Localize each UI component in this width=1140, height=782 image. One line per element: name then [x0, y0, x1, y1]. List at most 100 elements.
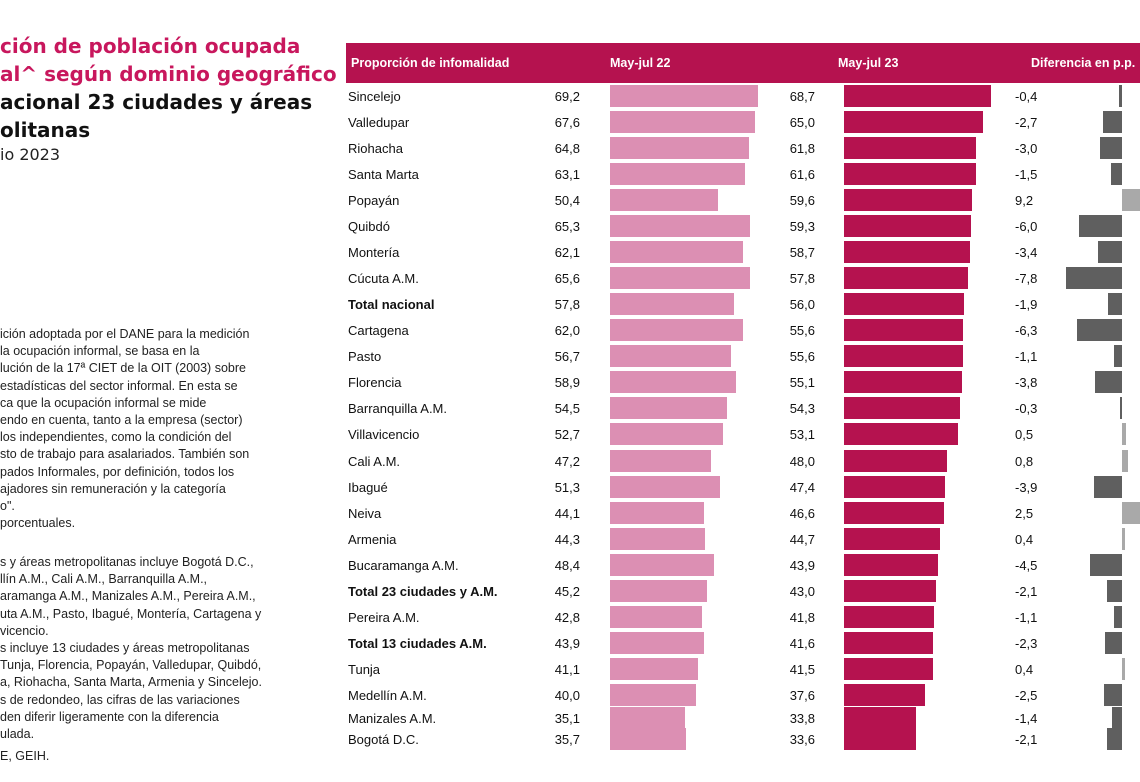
- value-label-difference: -1,9: [1015, 297, 1038, 312]
- table-row: Valledupar 67,6 65,0 -2,7: [346, 110, 1140, 136]
- category-label: Florencia: [348, 375, 402, 390]
- note-line: s de redondeo, las cifras de las variaci…: [0, 693, 240, 707]
- value-label-2023: 59,6: [789, 193, 815, 208]
- bar-difference: [1106, 580, 1122, 602]
- note-line: den diferir ligeramente con la diferenci…: [0, 710, 219, 725]
- bar-2022: [610, 580, 707, 602]
- value-label-2023: 59,3: [789, 219, 815, 234]
- value-label-2022: 58,9: [554, 375, 580, 390]
- value-label-2023: 33,8: [789, 711, 815, 726]
- category-label: Armenia: [348, 532, 397, 547]
- bar-difference: [1122, 502, 1140, 524]
- category-label: Santa Marta: [348, 167, 419, 182]
- table-row: Villavicencio 52,7 53,1 0,5: [346, 422, 1140, 448]
- category-label: Riohacha: [348, 141, 403, 156]
- value-label-2022: 65,3: [554, 219, 580, 234]
- category-label: Cali A.M.: [348, 454, 401, 469]
- value-label-2023: 55,1: [789, 375, 815, 390]
- bar-2022: [610, 111, 755, 133]
- bar-2023: [844, 293, 964, 315]
- left-panel: ción de población ocupada al^ según domi…: [0, 0, 345, 782]
- table-row: Total nacional 57,8 56,0 -1,9: [346, 292, 1140, 318]
- value-label-difference: -1,1: [1015, 610, 1038, 625]
- bar-difference: [1119, 397, 1122, 419]
- table-header: Proporción de infomalidad May-jul 22 May…: [346, 43, 1140, 83]
- value-label-2023: 41,6: [789, 636, 815, 651]
- bar-2023: [844, 707, 917, 729]
- value-label-2022: 44,3: [554, 532, 580, 547]
- bar-2023: [844, 728, 916, 750]
- category-label: Medellín A.M.: [348, 688, 427, 703]
- value-label-difference: -1,4: [1015, 711, 1038, 726]
- value-label-difference: -0,3: [1015, 401, 1038, 416]
- table-row: Neiva 44,1 46,6 2,5: [346, 501, 1140, 527]
- note-line: ajadores sin remuneración y la categoría: [0, 481, 226, 496]
- table-row: Pasto 56,7 55,6 -1,1: [346, 344, 1140, 370]
- table-row: Sincelejo 69,2 68,7 -0,4: [346, 84, 1140, 110]
- table-row: Riohacha 64,8 61,8 -3,0: [346, 136, 1140, 162]
- category-label: Neiva: [348, 506, 382, 521]
- note-line: la ocupación informal, se basa en la: [0, 344, 200, 359]
- value-label-2022: 57,8: [554, 297, 580, 312]
- bar-difference: [1093, 476, 1122, 498]
- note-13-cities: s incluye 13 ciudades y áreas metropolit…: [0, 640, 290, 692]
- value-label-2023: 46,6: [789, 506, 815, 521]
- value-label-difference: -3,0: [1015, 141, 1038, 156]
- value-label-2022: 69,2: [554, 89, 580, 104]
- table-row: Total 23 ciudades y A.M. 45,2 43,0 -2,1: [346, 579, 1140, 605]
- header-category: Proporción de infomalidad: [351, 56, 510, 70]
- value-label-2022: 45,2: [554, 584, 580, 599]
- bar-2022: [610, 707, 686, 729]
- period-label: io 2023: [0, 145, 61, 164]
- bar-2023: [844, 632, 933, 654]
- value-label-2022: 35,7: [554, 732, 580, 747]
- value-label-difference: -7,8: [1015, 271, 1038, 286]
- note-line: E, GEIH.: [0, 749, 50, 763]
- value-label-2022: 40,0: [554, 688, 580, 703]
- note-line: ición adoptada por el DANE para la medic…: [0, 327, 250, 341]
- bar-2023: [844, 554, 938, 576]
- value-label-2023: 65,0: [789, 115, 815, 130]
- bar-2023: [844, 241, 970, 263]
- bar-2022: [610, 450, 711, 472]
- note-line: sto de trabajo para asalariados. También…: [0, 447, 250, 462]
- bar-2022: [610, 658, 698, 680]
- table-row: Cúcuta A.M. 65,6 57,8 -7,8: [346, 266, 1140, 292]
- bar-2022: [610, 684, 696, 706]
- value-label-2022: 35,1: [554, 711, 580, 726]
- value-label-2023: 61,6: [789, 167, 815, 182]
- title-line-4: olitanas: [0, 118, 91, 142]
- bar-2022: [610, 423, 723, 445]
- value-label-2022: 62,1: [554, 245, 580, 260]
- note-line: s y áreas metropolitanas incluye Bogotá …: [0, 555, 254, 569]
- value-label-difference: -4,5: [1015, 558, 1038, 573]
- bar-2023: [844, 189, 972, 211]
- bar-2022: [610, 371, 736, 393]
- header-may-jul-22: May-jul 22: [610, 56, 671, 70]
- bar-difference: [1076, 319, 1122, 341]
- value-label-difference: -3,4: [1015, 245, 1038, 260]
- category-label: Total 13 ciudades A.M.: [348, 636, 487, 651]
- note-line: vicencio.: [0, 623, 49, 638]
- value-label-2022: 65,6: [554, 271, 580, 286]
- category-label: Cartagena: [348, 323, 409, 338]
- value-label-difference: 0,5: [1015, 427, 1034, 442]
- note-line: llín A.M., Cali A.M., Barranquilla A.M.,: [0, 572, 208, 587]
- note-line: ulada.: [0, 727, 35, 742]
- category-label: Barranquilla A.M.: [348, 401, 447, 416]
- value-label-2023: 33,6: [789, 732, 815, 747]
- value-label-difference: -0,4: [1015, 89, 1038, 104]
- note-line: aramanga A.M., Manizales A.M., Pereira A…: [0, 589, 256, 604]
- bar-difference: [1108, 293, 1122, 315]
- table-row: Manizales A.M. 35,1 33,8 -1,4: [346, 706, 1140, 732]
- bar-2023: [844, 528, 940, 550]
- value-label-2022: 50,4: [554, 193, 580, 208]
- table-row: Tunja 41,1 41,5 0,4: [346, 657, 1140, 683]
- note-line: lución de la 17ª CIET de la OIT (2003) s…: [0, 361, 246, 376]
- table-row: Bogotá D.C. 35,7 33,6 -2,1: [346, 727, 1140, 753]
- value-label-2022: 64,8: [554, 141, 580, 156]
- value-label-difference: 0,4: [1015, 532, 1034, 547]
- bar-2022: [610, 215, 750, 237]
- value-label-2022: 48,4: [554, 558, 580, 573]
- bar-2023: [844, 85, 991, 107]
